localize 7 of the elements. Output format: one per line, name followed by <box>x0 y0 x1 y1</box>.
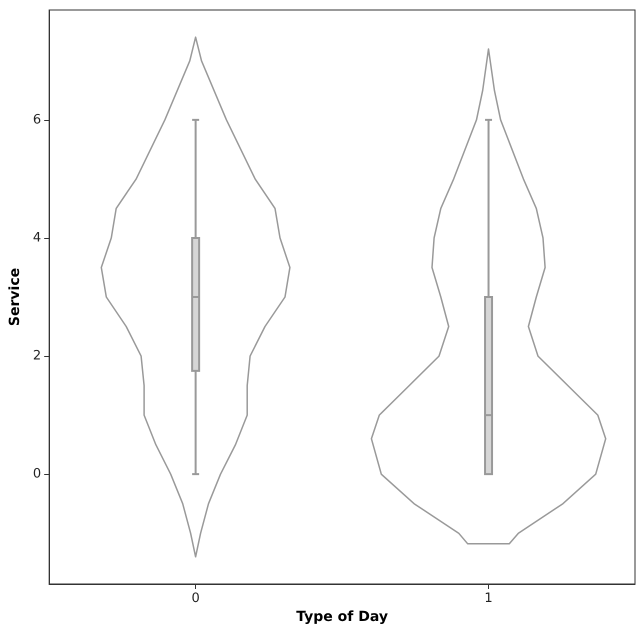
y-axis-title: Service <box>7 268 23 326</box>
x-tick-label: 1 <box>484 591 493 606</box>
y-tick-label: 4 <box>32 230 42 246</box>
y-tick-label: 6 <box>32 112 42 128</box>
y-tick-label: 2 <box>32 348 42 364</box>
y-tick-label: 0 <box>32 466 42 482</box>
x-axis-title: Type of Day <box>296 609 388 625</box>
